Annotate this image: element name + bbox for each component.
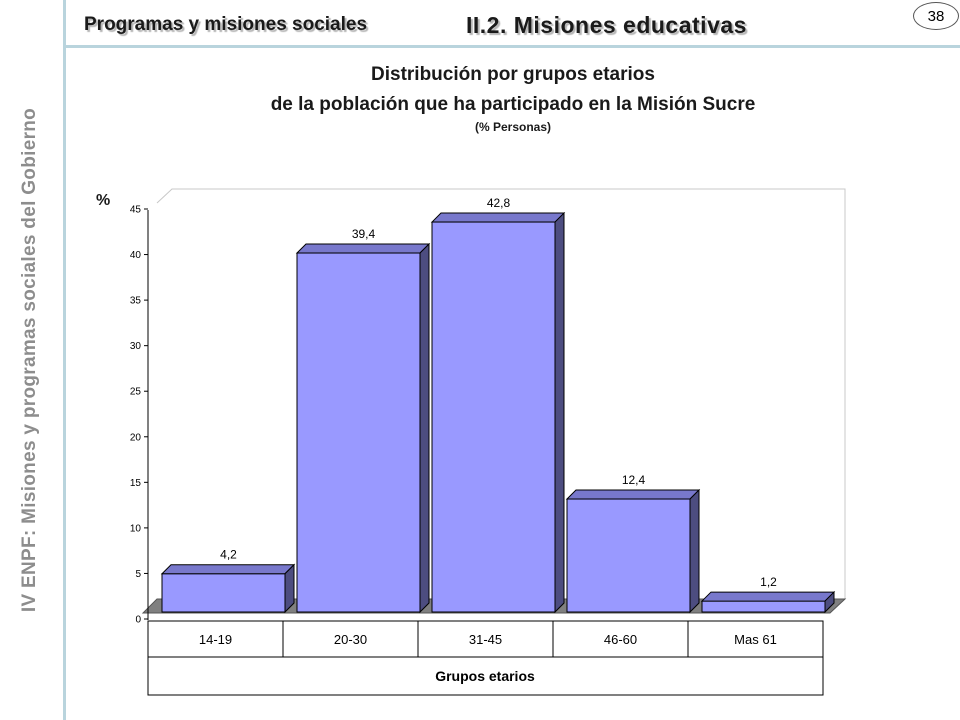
- x-category-label: Mas 61: [734, 632, 777, 647]
- bar-value-label: 12,4: [622, 473, 646, 487]
- page-number-badge: 38: [913, 2, 959, 30]
- bar-value-label: 4,2: [220, 548, 237, 562]
- bar: [430, 211, 566, 614]
- chart-title-line2: de la población que ha participado en la…: [270, 94, 756, 115]
- bar-top: [565, 489, 701, 500]
- bar-value-label: 42,8: [487, 196, 511, 210]
- y-tick-label: 25: [130, 387, 142, 398]
- y-tick-label: 30: [130, 341, 142, 352]
- bar-value-label: 1,2: [760, 575, 777, 589]
- category-table-frame: [147, 620, 824, 696]
- chart-title-line1: Distribución por grupos etarios: [371, 64, 655, 85]
- y-tick-label: 45: [130, 205, 142, 216]
- bar-top: [295, 243, 431, 254]
- bar-side: [284, 563, 295, 614]
- bar: [700, 590, 836, 614]
- chart-subtitle: (% Personas): [474, 120, 552, 134]
- x-category-label: 31-45: [469, 632, 502, 647]
- bar-side: [689, 488, 700, 614]
- y-tick-label: 35: [130, 296, 142, 307]
- x-category-label: 20-30: [334, 632, 367, 647]
- bar-top: [700, 591, 836, 602]
- side-accent-rule: [63, 0, 66, 720]
- bar: [295, 242, 431, 614]
- bar-front: [431, 221, 556, 613]
- y-tick-label: 40: [130, 250, 142, 261]
- bar-front: [566, 498, 691, 613]
- y-tick-label: 0: [135, 615, 141, 626]
- bar-top: [430, 212, 566, 223]
- bar-side: [824, 590, 835, 614]
- bar-side: [419, 242, 430, 614]
- x-axis-label: Grupos etarios: [435, 668, 535, 684]
- subsection-title: II.2. Misiones educativas: [466, 12, 747, 38]
- y-axis-label: %: [96, 192, 111, 209]
- x-category-label: 14-19: [199, 632, 232, 647]
- section-title: Programas y misiones sociales: [84, 14, 368, 35]
- bar-front: [701, 600, 826, 613]
- bar-front: [296, 252, 421, 613]
- bar: [160, 563, 296, 614]
- y-tick-label: 10: [130, 523, 142, 534]
- y-tick-label: 5: [135, 569, 141, 580]
- x-category-label: 46-60: [604, 632, 637, 647]
- bar-value-label: 39,4: [352, 227, 376, 241]
- plot-wall-outline: [156, 188, 846, 599]
- bar-top: [160, 564, 296, 575]
- y-tick-label: 20: [130, 432, 142, 443]
- bar-front: [161, 573, 286, 613]
- bar-side: [554, 211, 565, 614]
- header-accent-rule: [66, 45, 960, 48]
- bar: [565, 488, 701, 614]
- y-tick-label: 15: [130, 478, 142, 489]
